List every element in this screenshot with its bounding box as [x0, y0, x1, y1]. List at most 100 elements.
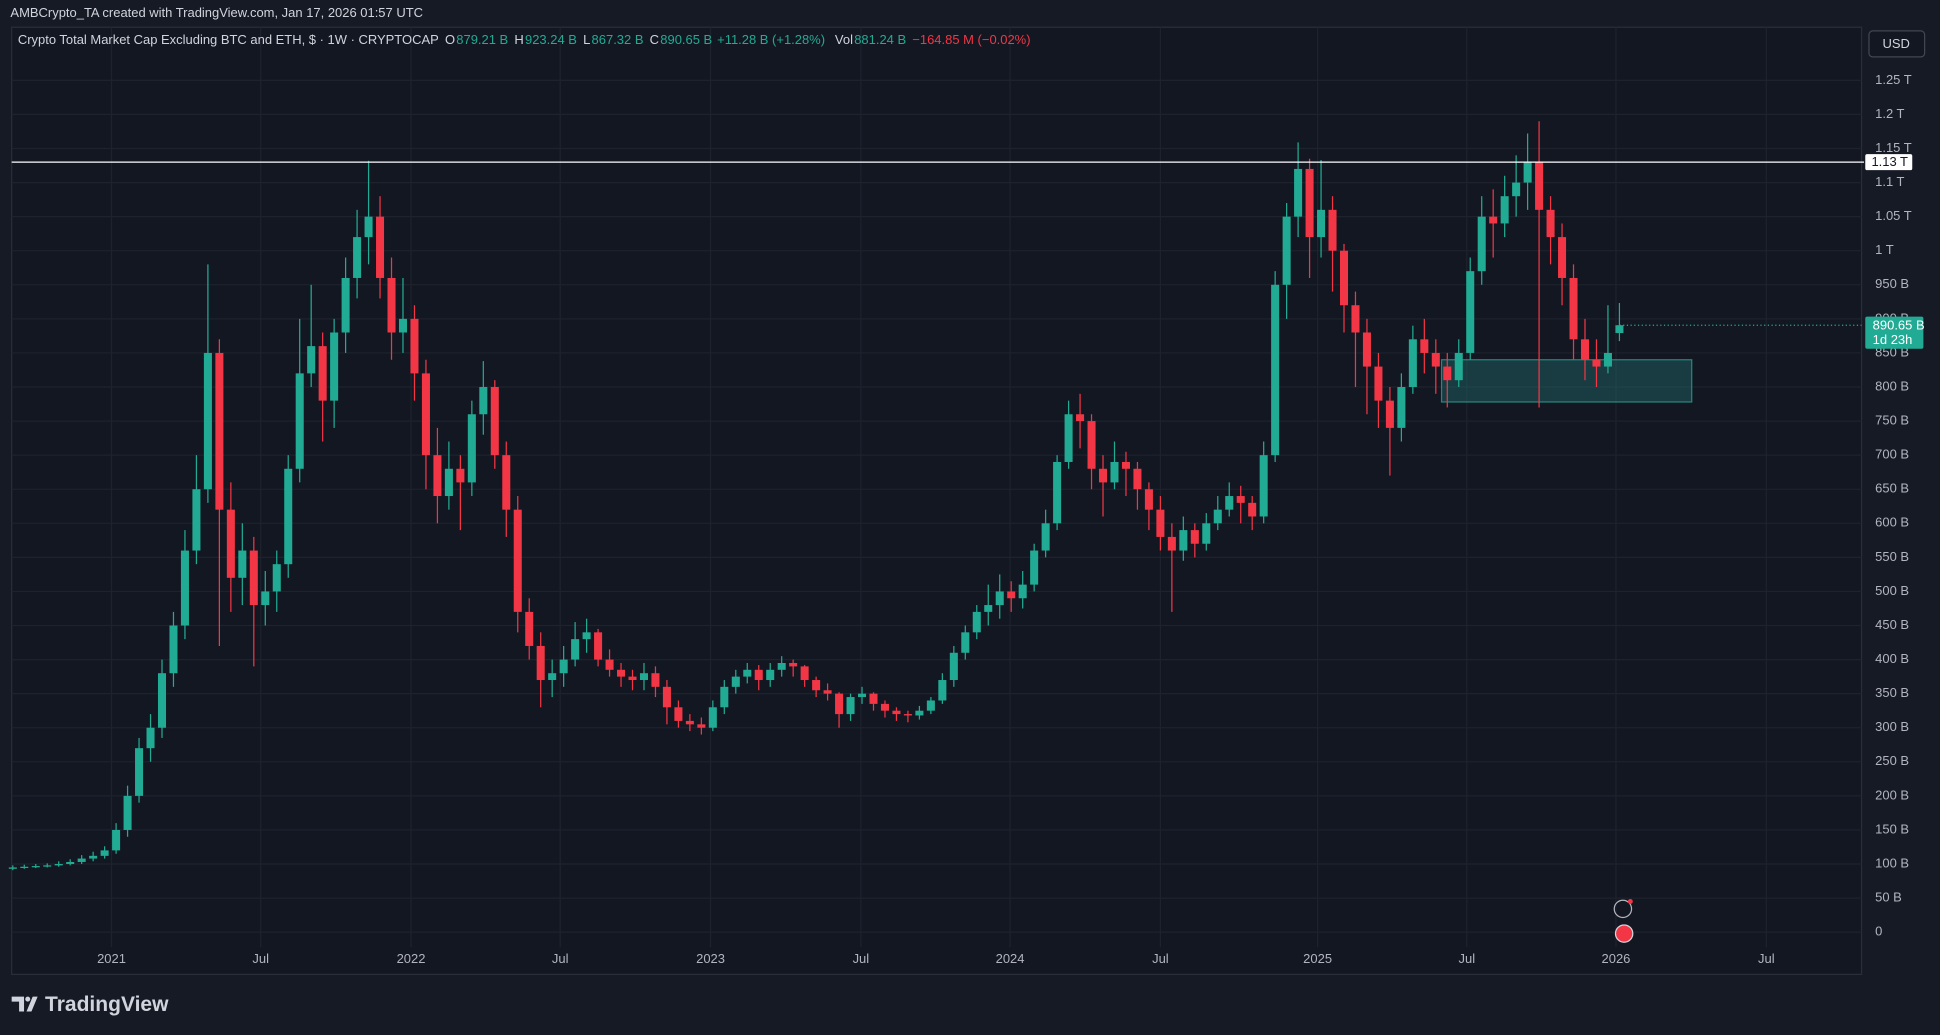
candle-body [1362, 332, 1371, 367]
candle-body [1018, 584, 1027, 599]
candle-body [582, 632, 591, 640]
candle-body [1558, 237, 1567, 278]
candle-body [674, 707, 683, 721]
ui: AMBCrypto_TA created with TradingView.co… [10, 5, 1926, 1016]
candle-body [1408, 339, 1417, 388]
candle-body [1179, 530, 1188, 551]
candle-body [54, 864, 63, 866]
candle-body [628, 676, 637, 681]
candle-body [525, 611, 534, 646]
candle-body [708, 707, 717, 728]
last-price-label: 890.65 B [1873, 317, 1925, 332]
candle-body [387, 277, 396, 333]
legend-value: 890.65 B [660, 32, 712, 47]
x-tick-label: 2021 [97, 951, 126, 966]
candle-body [1121, 461, 1130, 469]
candle-body [1569, 277, 1578, 340]
candle-body [100, 850, 109, 856]
y-tick-label: 550 B [1875, 549, 1909, 564]
candle-body [1098, 468, 1108, 483]
candle-body [1397, 387, 1406, 428]
candle-body [410, 318, 419, 374]
candle-body [433, 455, 442, 497]
candle-body [1546, 209, 1555, 238]
candle-body [559, 659, 568, 674]
candle-body [823, 690, 832, 694]
candle-body [697, 724, 706, 728]
candle-body [1443, 366, 1452, 381]
candle-body [1133, 468, 1142, 490]
plot [8, 121, 1865, 871]
candle-body [1535, 162, 1544, 210]
candle-body [789, 662, 798, 667]
candle-body [548, 673, 557, 681]
price-tag [1865, 154, 1913, 171]
currency-label[interactable]: USD [1882, 36, 1909, 51]
candle-body [479, 387, 488, 415]
candle-body [20, 866, 29, 868]
legend-value: 867.32 B [592, 32, 644, 47]
y-tick-label: 450 B [1875, 617, 1909, 632]
brand-logo [11, 996, 38, 1012]
x-tick-label: Jul [1152, 951, 1169, 966]
candle-body [846, 697, 855, 715]
candle-body [1282, 216, 1291, 285]
price-tag-label: 1.13 T [1871, 154, 1908, 169]
candle-body [743, 669, 752, 677]
y-tick-label: 100 B [1875, 855, 1909, 870]
candle-body [892, 710, 901, 715]
candle-body [1041, 523, 1050, 551]
y-tick-label: 500 B [1875, 583, 1909, 598]
candle-body [1144, 489, 1153, 510]
plot-area [11, 26, 1863, 976]
candle-body [502, 455, 511, 510]
legend-key: L [583, 32, 590, 47]
y-tick-label: 250 B [1875, 753, 1909, 768]
candle-body [1328, 209, 1337, 251]
candle-body [536, 645, 545, 681]
candle-body [1500, 196, 1509, 224]
candle-body [835, 693, 844, 715]
candle-body [1294, 168, 1303, 217]
candle-body [330, 332, 339, 401]
y-tick-label: 400 B [1875, 651, 1909, 666]
brand: TradingView [45, 993, 169, 1016]
candle-body [869, 693, 878, 704]
candle-body [31, 866, 40, 868]
candle-body [1420, 339, 1429, 353]
candle-body [8, 867, 17, 869]
candle-body [135, 748, 144, 796]
candle-body [1007, 591, 1016, 599]
candle-body [1110, 461, 1119, 483]
candle-body [1236, 496, 1245, 503]
candle-body [1248, 502, 1257, 517]
candle-body [720, 686, 729, 708]
candle-body [662, 686, 671, 708]
candle-body [421, 373, 430, 456]
candle-body [215, 352, 224, 510]
candle-body [858, 693, 867, 698]
x-tick-label: 2022 [397, 951, 426, 966]
candle-body [915, 710, 924, 716]
y-tick-label: 350 B [1875, 685, 1909, 700]
candle-body [284, 468, 293, 565]
candle-body [318, 346, 327, 401]
candle-body [1202, 523, 1211, 544]
candle-body [89, 855, 98, 859]
candle-body [1489, 216, 1498, 224]
y-tick-label: 750 B [1875, 412, 1909, 427]
x-tick-label: 2026 [1602, 951, 1631, 966]
candle-body [938, 680, 947, 701]
candle-body [1580, 339, 1590, 360]
x-tick-label: 2024 [996, 951, 1025, 966]
candle-body [1477, 216, 1486, 272]
candle-body [456, 468, 465, 483]
candle-body [1454, 352, 1463, 381]
currency-button[interactable] [1868, 30, 1926, 58]
candle-body [1213, 509, 1222, 524]
candle-body [617, 669, 626, 677]
candle-body [1064, 414, 1073, 462]
candle-body [307, 346, 316, 374]
candle-body [249, 550, 258, 606]
